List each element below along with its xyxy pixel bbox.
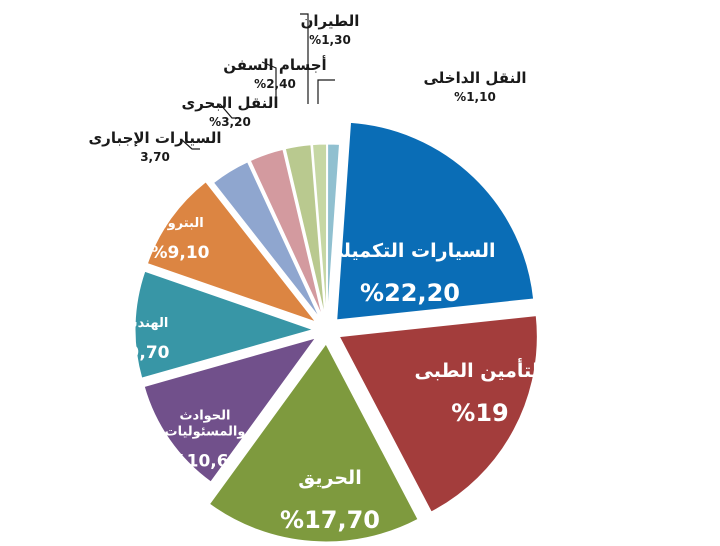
slice-value: %1,30 xyxy=(309,33,351,47)
slice-name: البترول xyxy=(156,216,203,231)
slice-name: التأمين الطبى xyxy=(415,358,546,382)
slice-value: %10,60 xyxy=(170,452,241,472)
slice-value: %9,70 xyxy=(111,343,170,363)
slice-label: البترول %9,10 xyxy=(151,216,210,263)
pie-slice xyxy=(338,315,538,513)
slice-name: النقل الداخلى xyxy=(424,69,527,87)
slice-value: %3,20 xyxy=(209,115,251,129)
leader-line xyxy=(181,139,200,150)
slice-name: الطيران xyxy=(301,12,360,30)
slice-name: أجسام السفن xyxy=(223,55,326,74)
pie-slice xyxy=(146,181,318,323)
pie-slice xyxy=(311,143,328,317)
slice-name: السيارات الإجبارى xyxy=(88,129,221,147)
pie-slice xyxy=(134,270,315,379)
slice-value: %17,70 xyxy=(280,506,380,534)
leader-line xyxy=(219,103,237,119)
leader-line xyxy=(261,61,277,108)
slice-value: %19 xyxy=(451,399,508,427)
slice-name: النقل البحرى xyxy=(181,94,278,112)
slice-value: %1,10 xyxy=(454,90,496,104)
slice-name: الحريق xyxy=(298,467,361,489)
slice-label: الحريق %17,70 xyxy=(280,467,380,534)
pie-slice xyxy=(212,161,321,319)
pie-slice xyxy=(284,144,326,317)
pie-slice xyxy=(143,337,317,483)
slice-value: %2,40 xyxy=(254,77,296,91)
slice-name: الهندسى xyxy=(112,316,169,331)
slice-name: الحوادث xyxy=(179,409,230,424)
slice-value: 3,70 xyxy=(140,150,170,164)
leader-line xyxy=(317,79,335,104)
slice-label: التأمين الطبى %19 xyxy=(415,358,546,427)
slice-name: السيارات التكميلى xyxy=(325,240,496,262)
slice-label: السيارات التكميلى %22,20 xyxy=(325,240,496,307)
slice-name: والمسئوليات xyxy=(165,425,246,440)
pie-slice xyxy=(208,343,419,543)
pie-slice xyxy=(336,121,535,321)
leader-line xyxy=(300,13,309,104)
pie-slice xyxy=(326,143,341,317)
slice-label: الهندسى %9,70 xyxy=(111,316,170,363)
pie-slice xyxy=(249,148,323,317)
slice-value: %22,20 xyxy=(360,279,460,307)
slice-value: %9,10 xyxy=(151,243,210,263)
